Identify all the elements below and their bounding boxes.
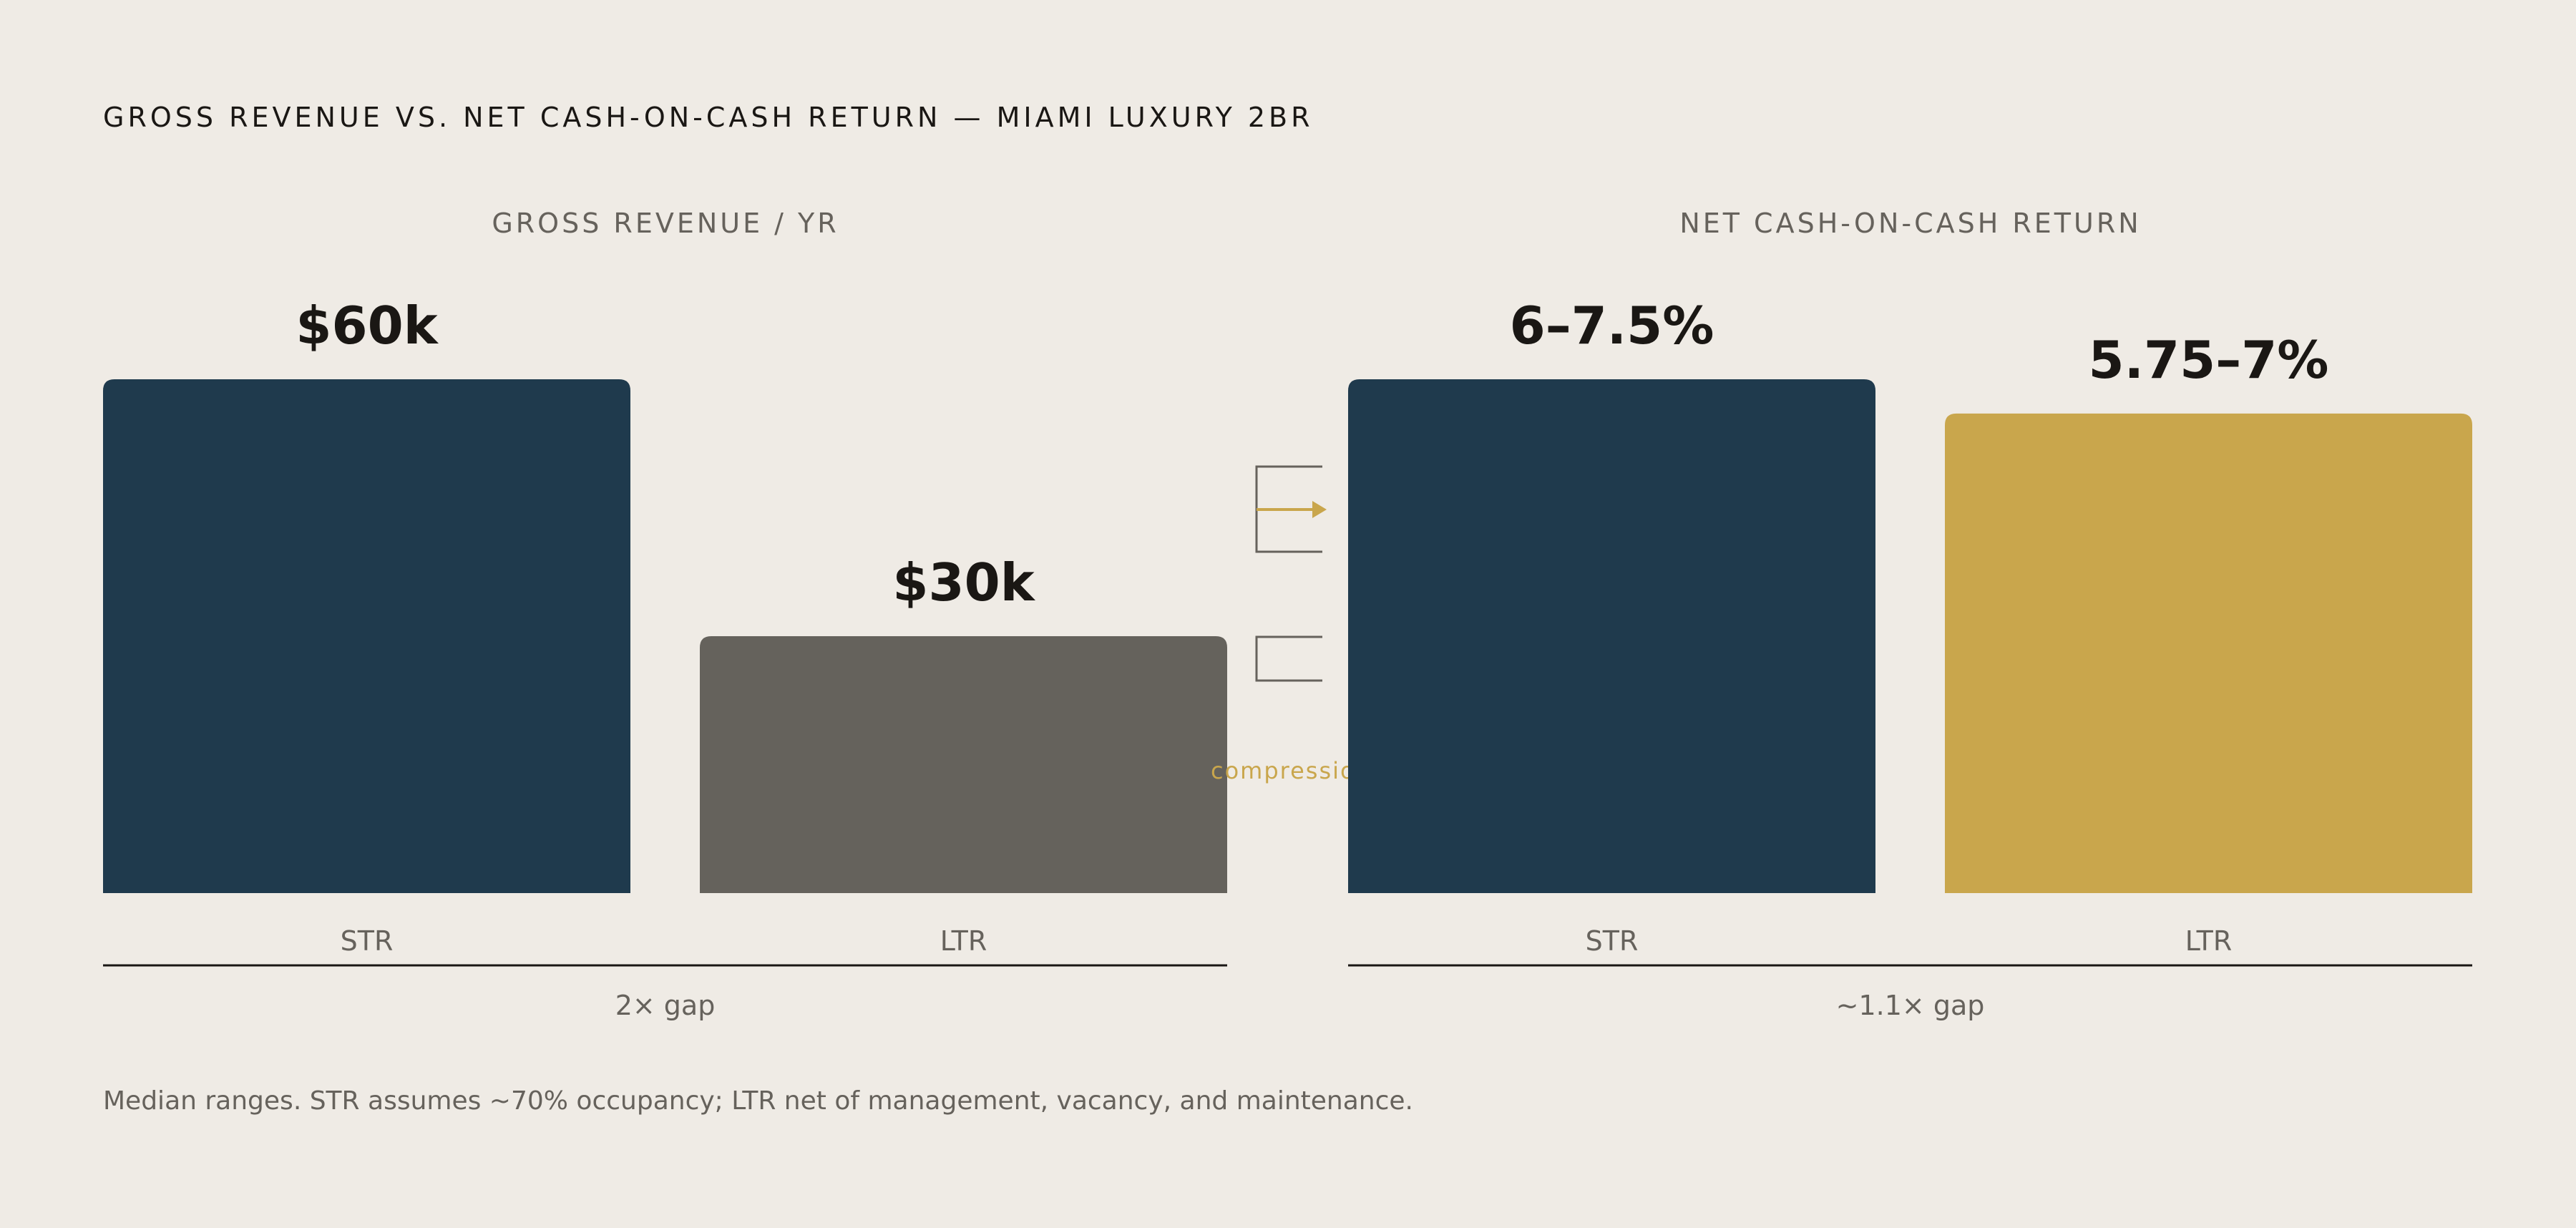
net-category-label-ltr: LTR — [2185, 925, 2233, 957]
net-category-label-str: STR — [1586, 925, 1639, 957]
gross-category-label-str: STR — [341, 925, 394, 957]
gross-value-label-ltr: $30k — [892, 552, 1035, 613]
compression-label: compression — [1211, 757, 1372, 784]
footnote: Median ranges. STR assumes ~70% occupanc… — [103, 1086, 1413, 1116]
net-gap-label: ~1.1× gap — [1836, 990, 1985, 1021]
gross-gap-label: 2× gap — [615, 990, 716, 1021]
gross-panel-title: GROSS REVENUE / YR — [492, 208, 839, 239]
gross-category-label-ltr: LTR — [940, 925, 987, 957]
net-bar-str — [1348, 379, 1875, 893]
gross-bar-ltr — [700, 636, 1227, 893]
compression-arrow-head — [1312, 501, 1327, 518]
net-panel-title: NET CASH-ON-CASH RETURN — [1679, 208, 2142, 239]
net-bar-ltr — [1945, 413, 2472, 893]
net-value-label-str: 6–7.5% — [1510, 296, 1714, 356]
chart-title: GROSS REVENUE VS. NET CASH-ON-CASH RETUR… — [103, 102, 1314, 133]
gross-value-label-str: $60k — [296, 296, 439, 356]
gross-bar-str — [103, 379, 630, 893]
net-value-label-ltr: 5.75–7% — [2089, 330, 2329, 390]
net-range-bracket — [1255, 635, 1322, 682]
